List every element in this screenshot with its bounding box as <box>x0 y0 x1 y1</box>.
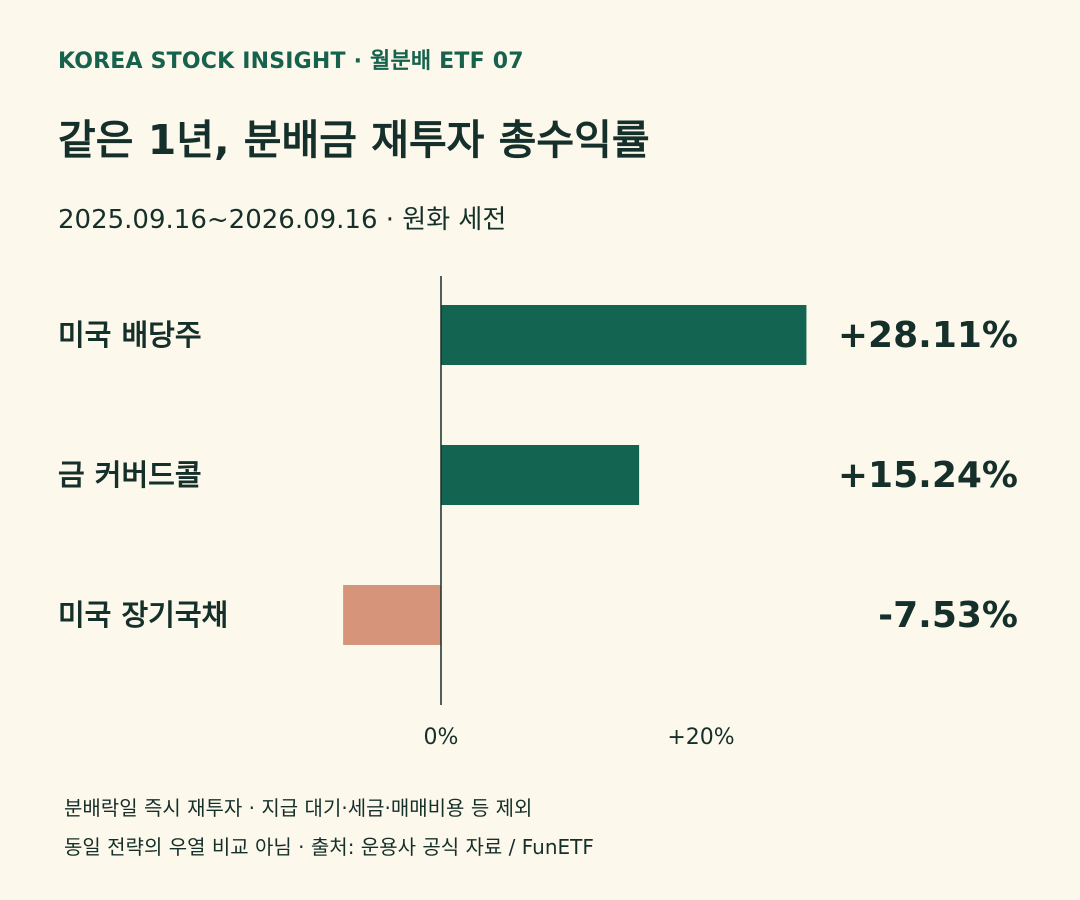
series-eyebrow: KOREA STOCK INSIGHT · 월분배 ETF 07 <box>58 49 524 74</box>
footnote-method: 분배락일 즉시 재투자 · 지급 대기·세금·매매비용 등 제외 <box>64 796 533 820</box>
bar-2 <box>343 585 441 645</box>
category-label-1: 금 커버드콜 <box>58 458 202 492</box>
footnote-source: 동일 전략의 우열 비교 아님 · 출처: 운용사 공식 자료 / FunETF <box>64 835 594 859</box>
category-label-0: 미국 배당주 <box>58 318 202 352</box>
x-tick-label-0: 0% <box>424 725 459 750</box>
value-label-1: +15.24% <box>838 455 1018 496</box>
category-label-2: 미국 장기국채 <box>58 598 228 632</box>
x-tick-label-1: +20% <box>667 725 734 750</box>
bar-0 <box>441 305 807 365</box>
bar-1 <box>441 445 640 505</box>
value-label-2: -7.53% <box>878 595 1018 636</box>
page-title: 같은 1년, 분배금 재투자 총수익률 <box>58 116 650 164</box>
value-label-0: +28.11% <box>838 315 1018 356</box>
period-subtitle: 2025.09.16~2026.09.16 · 원화 세전 <box>58 205 507 235</box>
